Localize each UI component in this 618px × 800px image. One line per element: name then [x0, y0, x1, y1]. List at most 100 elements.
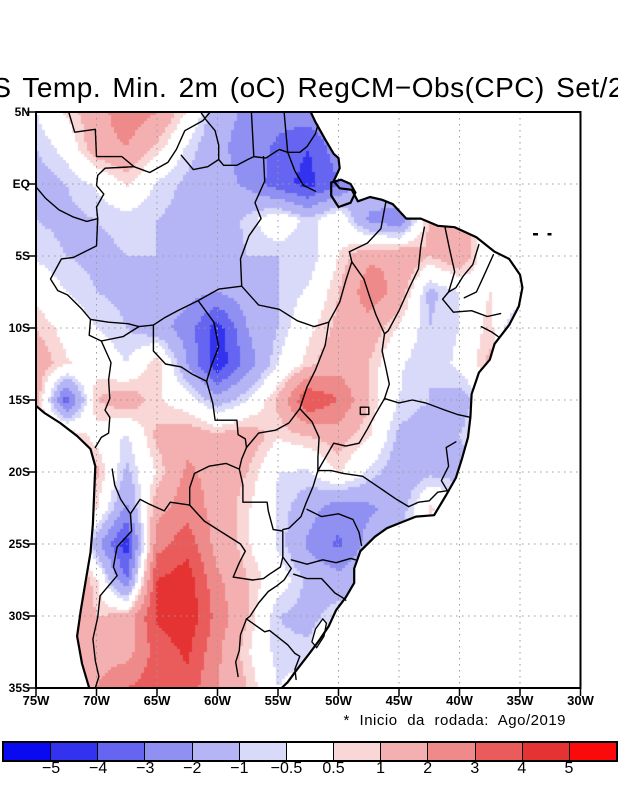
marajo-island-outline — [330, 178, 357, 209]
political-border — [408, 490, 449, 508]
political-border — [441, 298, 502, 318]
political-border — [238, 468, 284, 558]
lon-tick-label: 60W — [204, 693, 231, 708]
lat-tick-label: 5N — [14, 105, 30, 119]
political-border — [351, 261, 386, 335]
political-border — [92, 513, 133, 689]
colorbar-tick-label: −5 — [41, 760, 61, 777]
political-border — [253, 148, 289, 159]
political-border — [49, 217, 103, 342]
lat-tick-label: EQ — [12, 177, 30, 191]
colorbar-tick-label: −2 — [183, 760, 202, 777]
political-border — [240, 285, 330, 328]
colorbar-segment — [522, 743, 570, 760]
lon-tick-label: 50W — [325, 693, 352, 708]
colorbar-tick-label: −3 — [136, 760, 155, 777]
political-border — [152, 299, 199, 326]
political-border — [317, 469, 410, 508]
political-border — [100, 324, 248, 470]
lat-tick-label: 20S — [8, 465, 30, 479]
atlantic-coastline — [280, 111, 524, 689]
lat-tick-label: 30S — [8, 609, 30, 623]
political-border — [317, 397, 386, 472]
political-border — [199, 111, 220, 161]
political-border — [250, 111, 255, 158]
political-border — [217, 155, 255, 167]
political-border — [188, 504, 284, 581]
colorbar-tick-label: 2 — [423, 760, 433, 777]
political-border — [306, 508, 363, 547]
political-border — [299, 407, 320, 472]
political-border — [287, 124, 319, 154]
chart-title: BIAS Temp. Min. 2m (oC) RegCM−Obs(CPC) S… — [0, 72, 618, 103]
political-border — [293, 573, 347, 601]
political-border — [180, 154, 220, 171]
lat-tick-label: 5S — [15, 249, 30, 263]
colorbar-segment — [286, 743, 335, 760]
political-border — [447, 243, 480, 293]
colorbar-segment — [475, 743, 523, 760]
colorbar-segment — [334, 743, 382, 760]
political-border — [133, 111, 211, 174]
colorbar-segment — [428, 743, 476, 760]
political-border — [67, 111, 135, 168]
political-border — [239, 155, 266, 287]
island-speck — [533, 233, 538, 236]
political-border — [197, 285, 243, 302]
political-border — [234, 618, 248, 678]
colorbar-tick-label: −1 — [230, 760, 249, 777]
colorbar-segment — [192, 743, 240, 760]
colorbar-tick-label: 4 — [517, 760, 527, 777]
lon-tick-label: 30W — [567, 693, 594, 708]
political-border — [348, 201, 387, 253]
political-border — [299, 321, 330, 410]
political-border — [245, 618, 301, 681]
political-border — [383, 226, 426, 335]
political-border — [89, 318, 140, 328]
island-speck — [547, 233, 552, 236]
lon-tick-label: 65W — [143, 693, 171, 708]
political-border — [328, 250, 353, 323]
colorbar — [2, 741, 618, 762]
run-start-note: * Inicio da rodada: Ago/2019 — [343, 712, 566, 729]
lon-tick-label: 40W — [446, 693, 473, 708]
political-border — [94, 340, 112, 449]
political-border — [383, 397, 472, 418]
political-border — [35, 186, 99, 223]
lat-tick-label: 35S — [8, 681, 30, 695]
colorbar-tick-label: 0.5 — [322, 760, 345, 777]
political-border — [381, 333, 390, 400]
colorbar-segment — [51, 743, 99, 760]
lat-tick-label: 15S — [8, 393, 30, 407]
pacific-coastline — [35, 404, 97, 689]
lon-tick-label: 35W — [506, 693, 534, 708]
lon-tick-label: 55W — [264, 693, 292, 708]
political-border — [359, 406, 370, 416]
political-border — [463, 253, 495, 299]
political-border — [188, 462, 241, 506]
political-border — [440, 441, 457, 492]
political-border — [287, 151, 317, 192]
political-border — [283, 111, 289, 154]
colorbar-tick-label: −4 — [89, 760, 108, 777]
political-border — [111, 468, 132, 515]
political-border — [129, 498, 191, 515]
political-border — [441, 226, 456, 300]
political-border — [245, 407, 301, 449]
lagoon-outline — [311, 617, 328, 649]
political-border — [95, 165, 135, 220]
political-border — [197, 299, 220, 382]
lon-tick-label: 75W — [22, 693, 50, 708]
political-border — [282, 469, 319, 531]
colorbar-segment — [239, 743, 287, 760]
lon-tick-label: 70W — [83, 693, 110, 708]
lat-tick-label: 10S — [8, 321, 30, 335]
colorbar-segment — [381, 743, 429, 760]
political-border — [480, 325, 499, 338]
lat-tick-label: 25S — [8, 537, 30, 551]
colorbar-segment — [569, 743, 617, 760]
colorbar-tick-label: 5 — [564, 760, 574, 777]
colorbar-segment — [145, 743, 193, 760]
colorbar-tick-label: 3 — [470, 760, 480, 777]
